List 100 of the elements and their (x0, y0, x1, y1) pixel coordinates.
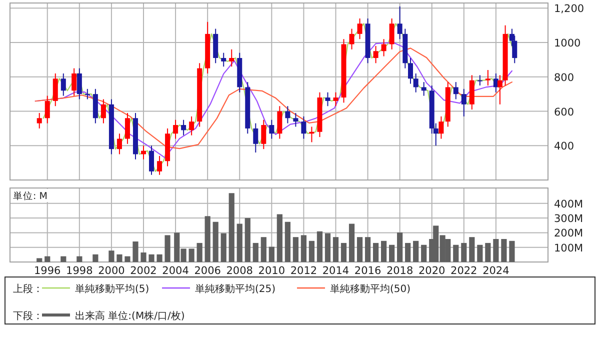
bar (276, 214, 282, 262)
candlestick (349, 28, 354, 50)
bar (260, 237, 266, 262)
bar (228, 193, 234, 262)
bar (453, 244, 459, 262)
candlestick (421, 82, 426, 96)
candlestick (72, 68, 77, 96)
bar (356, 237, 363, 262)
candlestick (157, 155, 162, 176)
bar (244, 218, 250, 262)
y-tick-label: 800 (554, 72, 574, 84)
bar (485, 242, 491, 262)
candlestick (60, 72, 66, 96)
x-tick-label: 2006 (194, 265, 222, 277)
y-tick-label: 300M (554, 213, 584, 226)
candlestick (277, 106, 282, 140)
bar (340, 242, 347, 262)
y-tick-label: 100M (554, 242, 584, 254)
bar (156, 254, 162, 262)
candlestick (438, 116, 444, 140)
candlestick (497, 74, 502, 105)
bar (124, 256, 130, 262)
bar (204, 216, 210, 262)
bar (372, 242, 379, 262)
legend-title: 下段： (13, 310, 43, 322)
bar (116, 254, 122, 262)
candlestick (76, 68, 82, 100)
bar (148, 254, 154, 262)
bar (389, 244, 395, 262)
candlestick (357, 18, 362, 40)
bar (421, 244, 427, 262)
candlestick (461, 88, 466, 117)
candlestick (44, 95, 50, 124)
x-tick-label: 2008 (226, 265, 253, 277)
bar (284, 222, 290, 262)
candlestick (181, 119, 186, 136)
y-tick-label: 400 (554, 140, 574, 153)
x-tick-label: 2018 (386, 265, 414, 277)
bar (76, 256, 82, 262)
candlestick (189, 116, 194, 136)
bar (252, 242, 258, 262)
bar (292, 237, 298, 262)
candlestick (269, 119, 274, 140)
bar (36, 258, 42, 262)
candlestick (229, 48, 234, 68)
candlestick (301, 116, 306, 140)
candlestick (221, 52, 226, 68)
bar (108, 250, 114, 262)
bar (397, 232, 403, 262)
x-tick-label: 1996 (34, 265, 62, 277)
bar (300, 235, 306, 262)
bar (413, 240, 419, 262)
candlestick (173, 119, 178, 140)
candlestick (325, 92, 330, 107)
x-tick-label: 2000 (98, 265, 125, 277)
x-tick-label: 2010 (258, 265, 286, 277)
candlestick (397, 6, 402, 40)
bar (332, 237, 339, 262)
legend-label: 単純移動平均(5) (75, 283, 150, 295)
candlestick (149, 145, 154, 176)
x-tick-label: 2016 (354, 265, 382, 277)
bar (477, 244, 483, 262)
bar (405, 242, 411, 262)
candlestick (124, 112, 130, 144)
bar (92, 254, 98, 262)
x-tick-label: 2004 (162, 265, 190, 277)
candlestick (116, 133, 122, 155)
bar (212, 222, 218, 262)
bar (196, 242, 202, 262)
candlestick (253, 122, 258, 154)
bar (469, 237, 475, 262)
bar (268, 246, 274, 262)
x-tick-label: 2014 (322, 265, 350, 277)
candlestick (485, 70, 490, 86)
x-tick-label: 2020 (418, 265, 446, 277)
legend-label: 単純移動平均(25) (195, 283, 276, 295)
bar (44, 256, 50, 262)
bar (348, 224, 355, 262)
bar (164, 235, 170, 262)
bar (60, 256, 66, 262)
y-tick-label: 1000 (554, 38, 581, 50)
y-tick-label: 1,200 (554, 3, 584, 16)
legend-label: 出来高 単位:(M株/口/枚) (75, 310, 185, 322)
bar (316, 231, 323, 262)
bar (493, 238, 499, 262)
candlestick (100, 98, 106, 124)
bar (461, 242, 467, 262)
bar (132, 241, 138, 262)
y-tick-label: 400M (554, 198, 584, 210)
candlestick (373, 45, 378, 64)
bar (364, 237, 371, 262)
bar (236, 224, 242, 262)
x-tick-label: 2012 (290, 265, 318, 277)
candlestick (453, 82, 458, 100)
bar (501, 238, 507, 262)
x-tick-label: 2024 (482, 265, 510, 277)
candlestick (408, 57, 413, 84)
candlestick (477, 74, 482, 86)
bar (220, 233, 226, 262)
bar (140, 252, 146, 262)
